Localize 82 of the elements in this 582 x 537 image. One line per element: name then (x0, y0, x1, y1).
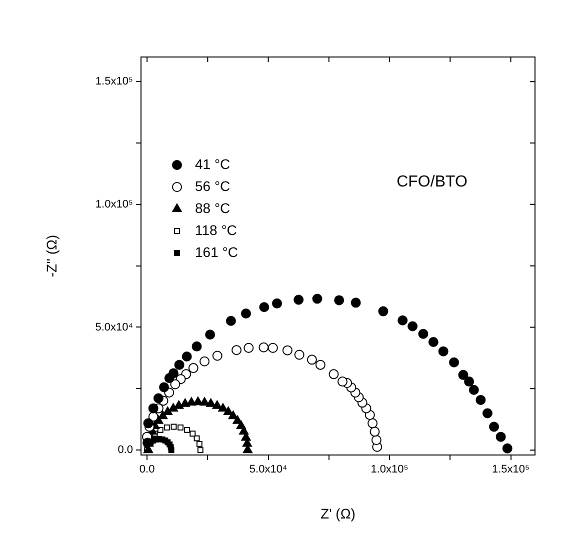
point (182, 351, 192, 362)
point (197, 447, 204, 454)
y-tick-label: 1.0x10⁵ (95, 198, 133, 210)
point (244, 342, 254, 353)
point (294, 294, 304, 305)
point (272, 298, 282, 308)
point (192, 341, 202, 352)
point (164, 373, 174, 384)
y-tick-label: 0.0 (118, 444, 133, 456)
legend-label: 41 °C (195, 156, 230, 172)
point (371, 435, 382, 446)
x-axis-title: Z' (Ω) (320, 505, 356, 522)
point (282, 345, 292, 356)
y-tick-label: 5.0x10⁴ (95, 321, 134, 334)
point (232, 415, 242, 424)
point (168, 403, 178, 412)
point (186, 397, 196, 406)
point (174, 360, 184, 370)
x-tick-label: 0.0 (139, 464, 155, 476)
point (200, 356, 210, 366)
point (378, 306, 388, 316)
point (398, 315, 408, 326)
y-axis-title: -Z'' (Ω) (43, 234, 60, 278)
point (334, 295, 344, 306)
point (162, 406, 172, 416)
point (438, 346, 448, 356)
point (428, 336, 438, 347)
point (240, 308, 251, 318)
point (315, 360, 326, 370)
point (180, 398, 190, 407)
point (159, 382, 170, 392)
point (268, 342, 278, 353)
point (496, 432, 506, 442)
point (153, 393, 164, 404)
annotation: CFO/BTO (396, 173, 468, 190)
point (489, 422, 500, 432)
legend-label: 56 °C (195, 178, 230, 194)
point (196, 440, 202, 447)
point (164, 424, 170, 430)
point (223, 406, 234, 416)
point (184, 426, 190, 433)
point (502, 443, 512, 454)
point (226, 316, 236, 326)
x-tick-label: 1.0x10⁵ (370, 464, 408, 476)
point (328, 369, 339, 380)
point (194, 435, 200, 442)
point (218, 403, 228, 412)
point (458, 370, 468, 380)
point (476, 394, 486, 405)
point (148, 403, 158, 414)
y-tick-label: 1.5x10⁵ (95, 76, 133, 88)
x-tick-label: 1.5x10⁵ (492, 464, 530, 476)
legend-label: 161 °C (195, 244, 238, 260)
point (212, 400, 222, 409)
point (306, 354, 317, 365)
point (468, 384, 479, 395)
point (170, 379, 180, 390)
point (258, 342, 269, 352)
point (232, 345, 242, 356)
point (370, 426, 380, 437)
point (449, 357, 460, 368)
point (206, 398, 216, 407)
point (408, 321, 418, 332)
point (190, 430, 196, 437)
point (418, 328, 428, 339)
point (350, 298, 361, 308)
point (174, 400, 184, 409)
point (205, 330, 216, 340)
legend-label: 88 °C (195, 200, 230, 216)
point (178, 424, 184, 430)
point (143, 418, 154, 428)
point (337, 376, 348, 387)
point (464, 376, 474, 387)
x-tick-label: 5.0x10⁴ (249, 464, 288, 476)
point (482, 408, 492, 418)
point (312, 294, 322, 304)
point (368, 418, 378, 428)
point (294, 350, 304, 360)
legend-label: 118 °C (195, 222, 237, 238)
point (259, 302, 270, 312)
point (212, 350, 222, 361)
point (188, 363, 198, 374)
